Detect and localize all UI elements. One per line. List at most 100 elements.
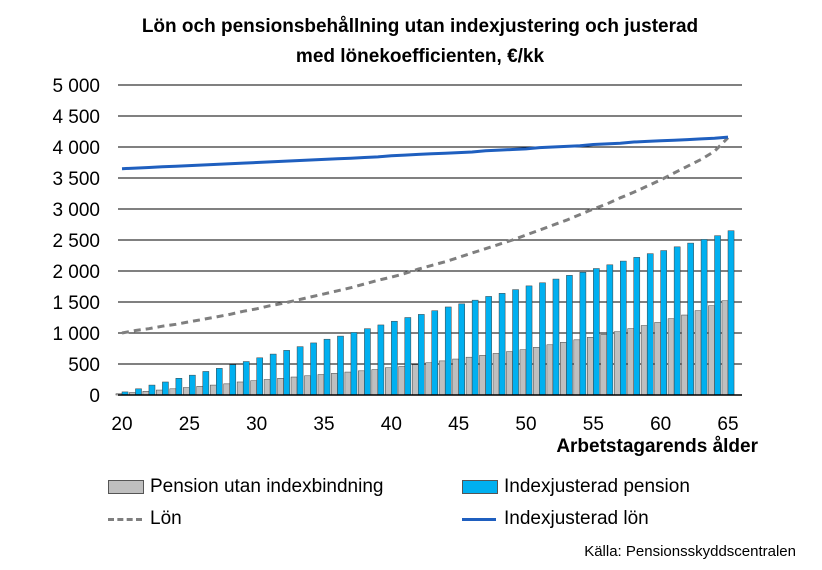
bar bbox=[587, 337, 594, 396]
legend-item-indexjusterad-lon: Indexjusterad lön bbox=[462, 508, 649, 530]
bar bbox=[519, 349, 527, 396]
bar bbox=[290, 376, 298, 396]
bar bbox=[344, 371, 352, 396]
bar bbox=[371, 369, 379, 396]
x-tick-label: 35 bbox=[313, 414, 334, 435]
bar bbox=[546, 344, 554, 396]
x-tick-label: 50 bbox=[515, 414, 536, 435]
bar bbox=[404, 317, 412, 396]
bar bbox=[627, 328, 634, 396]
legend-swatch-dashed-line bbox=[108, 517, 142, 521]
bar bbox=[385, 367, 392, 396]
bar bbox=[364, 328, 371, 396]
y-tick-label: 4 500 bbox=[52, 107, 100, 128]
bar bbox=[411, 364, 419, 396]
legend-swatch-solid-line bbox=[462, 517, 496, 521]
bar bbox=[317, 374, 325, 396]
bar bbox=[506, 351, 513, 396]
bar bbox=[593, 268, 600, 396]
legend-item-indexjusterad-pension: Indexjusterad pension bbox=[462, 476, 690, 498]
bar bbox=[256, 357, 263, 396]
bar bbox=[269, 353, 277, 396]
legend-label: Pension utan indexbindning bbox=[150, 476, 384, 497]
bar bbox=[654, 322, 661, 396]
bar bbox=[263, 379, 271, 396]
bar bbox=[398, 366, 406, 396]
bar bbox=[687, 242, 694, 396]
bar bbox=[681, 314, 688, 396]
bars bbox=[115, 230, 735, 396]
y-tick-label: 5 000 bbox=[52, 76, 100, 97]
bar bbox=[700, 239, 708, 396]
bar bbox=[640, 325, 648, 396]
bar bbox=[620, 260, 627, 396]
bar bbox=[479, 355, 486, 396]
bar bbox=[183, 387, 190, 396]
bar bbox=[377, 324, 385, 396]
bar bbox=[694, 310, 702, 396]
bar bbox=[566, 275, 573, 396]
bar bbox=[236, 381, 244, 396]
bar bbox=[310, 342, 317, 396]
bar bbox=[202, 371, 210, 396]
bar bbox=[498, 293, 506, 396]
y-tick-label: 500 bbox=[68, 355, 100, 376]
bar bbox=[708, 305, 715, 396]
x-tick-label: 45 bbox=[448, 414, 469, 435]
bar bbox=[539, 282, 546, 396]
bar bbox=[667, 318, 675, 396]
bar bbox=[438, 360, 446, 396]
bar bbox=[646, 253, 654, 396]
bar bbox=[452, 358, 459, 396]
source-note: Källa: Pensionsskyddscentralen bbox=[584, 543, 796, 560]
bar bbox=[229, 364, 237, 396]
x-tick-label: 65 bbox=[717, 414, 738, 435]
bar bbox=[444, 306, 452, 396]
indexjusterad-lon-line bbox=[121, 135, 729, 171]
legend-swatch-grey-bar bbox=[108, 480, 144, 494]
bar bbox=[458, 303, 465, 396]
bar bbox=[337, 335, 344, 396]
bar bbox=[391, 320, 398, 396]
bar bbox=[512, 289, 519, 396]
chart-title: Lön och pensionsbehållning utan indexjus… bbox=[40, 12, 800, 72]
x-tick-label: 30 bbox=[246, 414, 267, 435]
bar bbox=[714, 235, 721, 396]
bar bbox=[425, 362, 432, 396]
bar bbox=[250, 380, 257, 396]
bar bbox=[242, 361, 250, 396]
legend-item-lon: Lön bbox=[108, 508, 182, 530]
bar bbox=[552, 278, 560, 396]
chart-title-line1: Lön och pensionsbehållning utan indexjus… bbox=[141, 16, 699, 37]
bar bbox=[471, 299, 479, 396]
bar bbox=[323, 338, 331, 396]
legend-label: Indexjusterad lön bbox=[504, 508, 649, 529]
legend-item-pension-utan-indexbindning: Pension utan indexbindning bbox=[108, 476, 383, 498]
chart-plot: 0 500 1 000 1 500 2 000 2 500 3 000 3 500 4 000 4… bbox=[52, 76, 758, 457]
legend-label: Indexjusterad pension bbox=[504, 476, 690, 497]
bar bbox=[277, 378, 284, 396]
series-lines bbox=[121, 135, 730, 335]
bar bbox=[283, 350, 290, 396]
bar bbox=[613, 331, 621, 396]
bar bbox=[148, 384, 156, 396]
y-tick-label: 2 000 bbox=[52, 262, 100, 283]
bar bbox=[304, 375, 311, 396]
bar bbox=[418, 314, 425, 396]
bar bbox=[350, 332, 358, 396]
bar bbox=[169, 388, 177, 396]
y-tick-label: 3 000 bbox=[52, 200, 100, 221]
lon-line bbox=[121, 136, 730, 335]
bar bbox=[606, 264, 614, 396]
bar bbox=[660, 250, 667, 396]
legend-label: Lön bbox=[150, 508, 182, 529]
bar bbox=[492, 353, 500, 396]
x-tick-label: 40 bbox=[381, 414, 402, 435]
y-tick-label: 4 000 bbox=[52, 138, 100, 159]
bar bbox=[223, 383, 230, 396]
y-tick-label: 1 500 bbox=[52, 293, 100, 314]
bar bbox=[296, 346, 304, 396]
bar bbox=[175, 378, 183, 396]
legend-swatch-blue-bar bbox=[462, 480, 498, 494]
bar bbox=[573, 339, 581, 396]
